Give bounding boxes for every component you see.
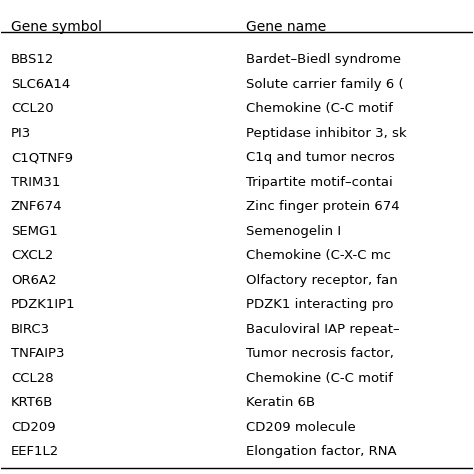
Text: BBS12: BBS12: [11, 53, 54, 66]
Text: KRT6B: KRT6B: [11, 396, 53, 409]
Text: Gene name: Gene name: [246, 20, 327, 34]
Text: SEMG1: SEMG1: [11, 225, 57, 238]
Text: Keratin 6B: Keratin 6B: [246, 396, 316, 409]
Text: BIRC3: BIRC3: [11, 323, 50, 336]
Text: CD209 molecule: CD209 molecule: [246, 421, 356, 434]
Text: PI3: PI3: [11, 127, 31, 140]
Text: Elongation factor, RNA: Elongation factor, RNA: [246, 445, 397, 458]
Text: Solute carrier family 6 (: Solute carrier family 6 (: [246, 78, 404, 91]
Text: Bardet–Biedl syndrome: Bardet–Biedl syndrome: [246, 53, 401, 66]
Text: PDZK1 interacting pro: PDZK1 interacting pro: [246, 298, 394, 311]
Text: C1QTNF9: C1QTNF9: [11, 151, 73, 164]
Text: Olfactory receptor, fan: Olfactory receptor, fan: [246, 274, 398, 287]
Text: Chemokine (C-C motif: Chemokine (C-C motif: [246, 372, 393, 385]
Text: Chemokine (C-C motif: Chemokine (C-C motif: [246, 102, 393, 115]
Text: SLC6A14: SLC6A14: [11, 78, 70, 91]
Text: OR6A2: OR6A2: [11, 274, 56, 287]
Text: Peptidase inhibitor 3, sk: Peptidase inhibitor 3, sk: [246, 127, 407, 140]
Text: Tumor necrosis factor,: Tumor necrosis factor,: [246, 347, 394, 360]
Text: Zinc finger protein 674: Zinc finger protein 674: [246, 200, 400, 213]
Text: Gene symbol: Gene symbol: [11, 20, 102, 34]
Text: CXCL2: CXCL2: [11, 249, 53, 262]
Text: C1q and tumor necros: C1q and tumor necros: [246, 151, 395, 164]
Text: Semenogelin I: Semenogelin I: [246, 225, 342, 238]
Text: Tripartite motif–contai: Tripartite motif–contai: [246, 176, 393, 189]
Text: TNFAIP3: TNFAIP3: [11, 347, 64, 360]
Text: Baculoviral IAP repeat–: Baculoviral IAP repeat–: [246, 323, 400, 336]
Text: EEF1L2: EEF1L2: [11, 445, 59, 458]
Text: CCL28: CCL28: [11, 372, 54, 385]
Text: PDZK1IP1: PDZK1IP1: [11, 298, 75, 311]
Text: Chemokine (C-X-C mc: Chemokine (C-X-C mc: [246, 249, 392, 262]
Text: CCL20: CCL20: [11, 102, 54, 115]
Text: TRIM31: TRIM31: [11, 176, 60, 189]
Text: ZNF674: ZNF674: [11, 200, 63, 213]
Text: CD209: CD209: [11, 421, 55, 434]
